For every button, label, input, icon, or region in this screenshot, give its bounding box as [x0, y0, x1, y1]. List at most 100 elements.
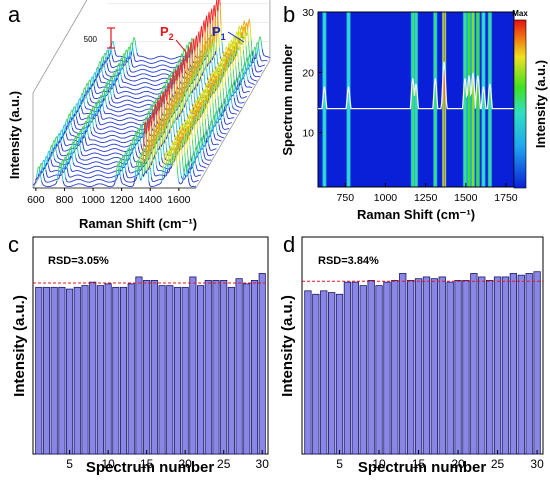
spectrum-segment — [192, 107, 195, 110]
spectrum-segment — [68, 120, 71, 125]
spectrum-segment — [97, 115, 100, 121]
spectrum-segment — [242, 38, 244, 51]
spectrum-segment — [95, 76, 98, 82]
spectrum-segment — [75, 110, 77, 117]
spectrum-segment — [166, 99, 168, 121]
spectrum-segment — [173, 83, 176, 105]
spectrum-segment — [237, 61, 240, 73]
spectrum-segment — [150, 105, 153, 108]
spectrum-segment — [214, 125, 216, 127]
spectrum-segment — [84, 87, 87, 92]
spectrum-segment — [216, 0, 219, 12]
spectrum-segment — [218, 67, 221, 72]
spectrum-segment — [103, 110, 106, 114]
spectrum-segment — [185, 52, 188, 64]
spectrum-segment — [74, 124, 77, 128]
spectrum-segment — [208, 83, 210, 88]
spectrum-segment — [65, 167, 67, 170]
spectrum-segment — [181, 108, 184, 113]
spectrum-segment — [214, 50, 217, 56]
spectrum-segment — [210, 43, 213, 62]
spectrum-segment — [210, 138, 213, 143]
spectrum-segment — [248, 42, 250, 54]
spectrum-segment — [158, 130, 161, 139]
spectrum-segment — [111, 97, 113, 101]
spectrum-segment — [56, 154, 59, 158]
spectrum-segment — [158, 145, 161, 151]
spectrum-segment — [228, 42, 231, 46]
spectrum-segment — [211, 29, 213, 49]
spectrum-segment — [190, 155, 193, 162]
spectrum-segment — [120, 73, 123, 80]
spectrum-segment — [168, 113, 171, 121]
spectrum-segment — [215, 70, 218, 76]
spectrum-segment — [151, 128, 154, 131]
spectrum-segment — [215, 66, 218, 70]
spectrum-segment — [77, 123, 80, 126]
spectrum-segment — [214, 110, 217, 115]
spectrum-segment — [78, 105, 81, 110]
spectrum-segment — [127, 54, 129, 63]
spectrum-segment — [142, 133, 144, 141]
spectrum-segment — [100, 104, 103, 107]
spectrum-segment — [246, 64, 249, 70]
spectrum-segment — [83, 149, 86, 152]
spectrum-segment — [103, 99, 105, 101]
spectrum-segment — [167, 119, 169, 138]
spectrum-segment — [80, 118, 82, 121]
spectrum-segment — [81, 134, 84, 143]
spectrum-segment — [208, 32, 211, 52]
spectrum-segment — [178, 77, 181, 98]
spectrum-segment — [213, 24, 216, 45]
spectrum-segment — [78, 112, 81, 118]
spectrum-segment — [211, 121, 214, 127]
spectrum-segment — [216, 19, 219, 39]
spectrum-segment — [232, 80, 235, 85]
spectrum-segment — [205, 137, 208, 143]
spectrum-segment — [214, 86, 216, 100]
spectrum-segment — [93, 96, 95, 99]
spectrum-segment — [186, 115, 189, 122]
spectrum-segment — [87, 124, 89, 129]
spectrum-segment — [99, 104, 101, 112]
spectrum-segment — [220, 114, 222, 122]
spectrum-segment — [118, 84, 121, 88]
spectrum-segment — [198, 31, 201, 43]
spectrum-segment — [121, 57, 123, 63]
spectrum-segment — [111, 81, 114, 89]
spectrum-segment — [96, 127, 99, 129]
spectrum-segment — [246, 75, 249, 80]
spectrum-segment — [57, 140, 60, 147]
spectrum-segment — [241, 68, 243, 70]
spectrum-segment — [205, 51, 208, 69]
spectrum-segment — [171, 123, 174, 128]
spectrum-segment — [96, 81, 99, 86]
spectrum-segment — [172, 108, 174, 126]
spectrum-segment — [72, 141, 75, 146]
spectrum-segment — [95, 114, 98, 117]
spectrum-segment — [76, 128, 78, 130]
spectrum-segment — [246, 22, 249, 30]
spectrum-segment — [188, 66, 191, 86]
spectrum-segment — [106, 74, 109, 76]
spectrum-segment — [87, 80, 90, 85]
spectrum-segment — [197, 96, 200, 100]
spectrum-segment — [83, 130, 86, 138]
spectrum-segment — [209, 135, 211, 138]
spectrum-segment — [108, 79, 111, 85]
spectrum-segment — [196, 82, 199, 87]
spectrum-segment — [175, 121, 178, 132]
spectrum-segment — [138, 130, 141, 138]
spectrum-segment — [98, 75, 101, 80]
spectrum-segment — [248, 81, 250, 83]
spectrum-segment — [65, 144, 67, 147]
spectrum-segment — [183, 57, 185, 69]
spectrum-segment — [176, 80, 179, 101]
spectrum-segment — [92, 121, 95, 128]
spectrum-segment — [241, 74, 244, 81]
spectrum-segment — [220, 111, 223, 117]
spectrum-segment — [72, 151, 75, 154]
spectrum-segment — [112, 59, 115, 62]
spectrum-segment — [208, 96, 211, 109]
spectrum-segment — [62, 125, 65, 131]
